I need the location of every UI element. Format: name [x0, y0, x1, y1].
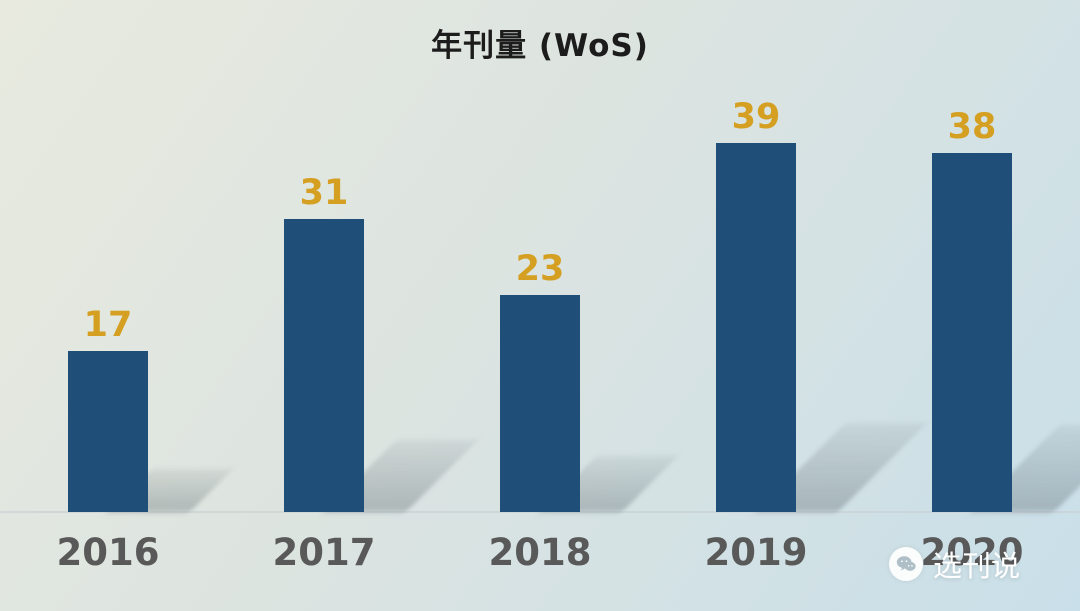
- bar-group: 38: [864, 0, 1080, 512]
- x-axis-labels: 2016 2017 2018 2019 2020: [0, 534, 1080, 571]
- watermark-text: 选刊说: [932, 549, 1020, 583]
- bar: [932, 153, 1012, 512]
- bar-group: 31: [216, 0, 478, 512]
- x-axis-label: 2020: [920, 531, 1024, 574]
- bar-value-label: 39: [731, 97, 781, 137]
- bar: [500, 295, 580, 512]
- x-axis-label: 2016: [56, 531, 160, 574]
- bar: [284, 219, 364, 512]
- x-axis-label: 2017: [272, 531, 376, 574]
- bar: [716, 143, 796, 512]
- chart-title: 年刊量 (WoS): [431, 28, 649, 64]
- bar-group: 23: [432, 0, 678, 512]
- x-axis-label: 2018: [488, 531, 592, 574]
- watermark: 选刊说: [888, 543, 1020, 585]
- bar-group: 39: [648, 0, 927, 512]
- plot-area: 17 31 23 39 38: [0, 0, 1080, 512]
- bar-value-label: 23: [515, 249, 565, 289]
- bar-value-label: 38: [947, 107, 997, 147]
- bar-value-label: 17: [83, 305, 133, 345]
- bar-value-label: 31: [299, 173, 349, 213]
- x-axis-label: 2019: [704, 531, 808, 574]
- x-axis-baseline: [0, 511, 1080, 513]
- bar: [68, 351, 148, 512]
- bar-group: 17: [0, 0, 233, 512]
- wechat-icon: [888, 547, 923, 581]
